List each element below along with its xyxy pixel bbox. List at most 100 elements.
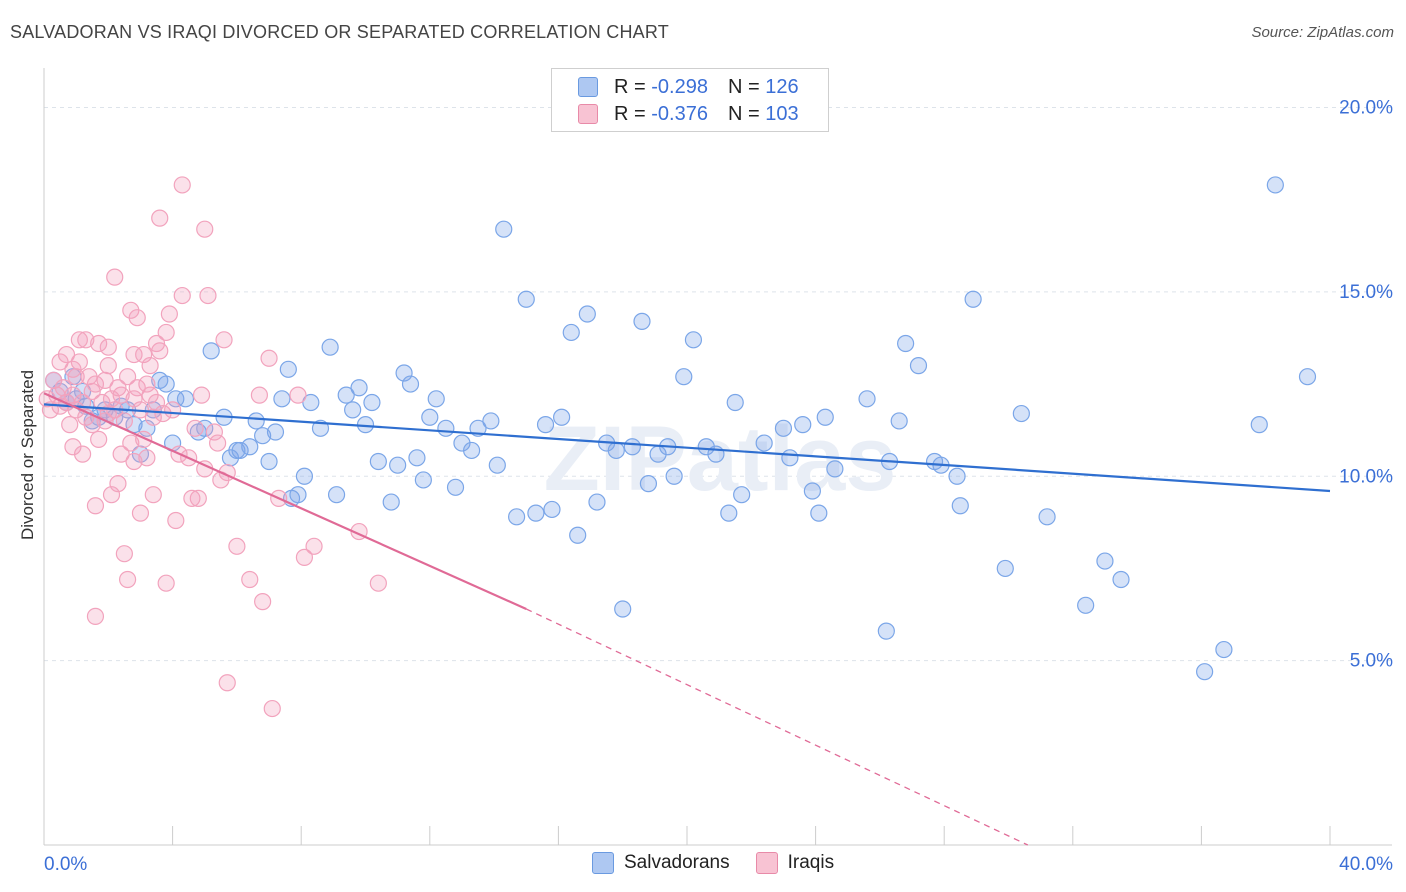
gridlines [44, 107, 1392, 662]
data-point [215, 331, 233, 349]
data-point [86, 375, 105, 393]
data-point [964, 290, 982, 308]
data-point [167, 390, 185, 408]
data-point [1038, 508, 1056, 526]
data-point [382, 493, 400, 511]
data-point [569, 526, 587, 544]
source-label: Source: ZipAtlas.com [1251, 24, 1394, 41]
data-point [401, 375, 420, 393]
data-point [209, 434, 227, 452]
data-point [266, 423, 285, 441]
data-point [260, 452, 278, 471]
data-point [1077, 596, 1095, 614]
data-point [321, 338, 339, 356]
data-point [562, 323, 580, 342]
data-point [205, 423, 223, 441]
data-point [408, 449, 426, 467]
data-point [61, 416, 79, 434]
data-point [810, 504, 828, 522]
data-point [781, 449, 799, 467]
data-point [665, 467, 683, 485]
data-point [176, 390, 195, 408]
data-point [128, 309, 146, 327]
data-point [369, 452, 387, 471]
data-point [794, 416, 812, 434]
data-point [726, 393, 744, 412]
data-point [1298, 368, 1317, 386]
data-point [189, 489, 207, 507]
data-point [421, 408, 439, 426]
data-point [553, 408, 571, 426]
data-point [106, 268, 124, 286]
data-point [260, 349, 278, 367]
data-point [70, 331, 88, 349]
data-point [138, 375, 156, 393]
data-point [488, 456, 506, 474]
data-point [279, 360, 297, 378]
data-point [720, 504, 738, 522]
data-point [254, 427, 272, 445]
data-point [1112, 570, 1130, 589]
data-point [446, 478, 465, 496]
data-point [125, 390, 143, 408]
data-point [202, 342, 220, 360]
data-point [122, 434, 140, 452]
y-tick-label: 20.0% [1339, 98, 1393, 119]
data-point [118, 368, 137, 386]
data-point [157, 375, 175, 393]
data-point [607, 441, 625, 460]
data-point [112, 386, 130, 404]
bottom-legend-swatch-salvadorans [592, 852, 614, 874]
axes [43, 68, 1392, 846]
data-point [144, 486, 162, 504]
data-point [241, 570, 259, 589]
series-iraqis [38, 176, 387, 718]
data-point [164, 401, 182, 419]
data-point [160, 305, 178, 323]
data-point [996, 559, 1014, 578]
data-point [623, 438, 641, 456]
data-point [289, 386, 307, 404]
data-point [167, 511, 185, 530]
data-point [289, 486, 307, 504]
data-point [157, 574, 175, 592]
data-point [909, 357, 928, 375]
x-tick-label: 40.0% [1339, 854, 1393, 875]
data-point [948, 467, 966, 485]
data-point [192, 386, 211, 404]
watermark: ZIPatlas [544, 408, 897, 510]
data-point [273, 390, 291, 408]
legend-row-salvadorans: R = -0.298 N = 126 [578, 76, 799, 98]
data-point [118, 570, 137, 589]
data-point [231, 441, 249, 460]
data-point [350, 379, 368, 397]
data-point [128, 379, 146, 397]
data-point [99, 357, 117, 375]
data-point [437, 419, 455, 437]
data-point [517, 290, 535, 308]
data-point [157, 323, 175, 342]
data-point [228, 537, 246, 555]
data-point [254, 593, 272, 611]
data-point [536, 416, 555, 434]
x-tick-label: 0.0% [44, 854, 87, 875]
series-salvadorans [45, 176, 1317, 681]
data-point [250, 386, 269, 404]
data-point [263, 699, 281, 718]
data-point [1012, 404, 1030, 423]
data-point [639, 475, 658, 493]
data-point [826, 460, 844, 478]
data-point [675, 368, 693, 386]
data-point [803, 482, 821, 500]
data-point [890, 412, 908, 430]
legend-swatch-salvadorans [578, 77, 598, 97]
data-point [73, 445, 92, 463]
data-point [774, 419, 793, 437]
data-point [527, 504, 545, 522]
legend-n-label: N = [727, 102, 760, 125]
data-point [543, 500, 561, 519]
data-point [495, 220, 513, 238]
bottom-legend-iraqis: Iraqis [755, 852, 834, 874]
tick-labels: 5.0% 10.0% 15.0% 20.0% 0.0% 40.0% [44, 98, 1393, 876]
